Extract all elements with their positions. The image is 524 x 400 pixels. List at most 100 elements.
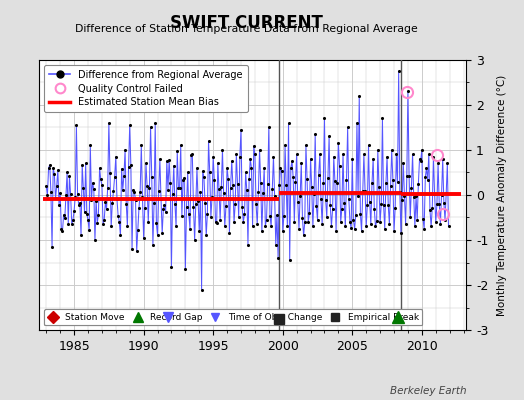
- Point: [361, 188, 369, 194]
- Point: [192, 201, 200, 208]
- Point: [225, 230, 234, 236]
- Point: [167, 264, 176, 270]
- Point: [102, 206, 111, 212]
- Point: [389, 176, 397, 183]
- Point: [221, 223, 229, 230]
- Point: [279, 228, 287, 234]
- Point: [140, 204, 149, 211]
- Text: Difference of Station Temperature Data from Regional Average: Difference of Station Temperature Data f…: [75, 24, 418, 34]
- Point: [334, 140, 343, 146]
- Point: [194, 198, 202, 204]
- Point: [156, 156, 164, 162]
- Point: [42, 183, 50, 189]
- Point: [116, 232, 125, 239]
- Point: [290, 219, 299, 225]
- Point: [78, 162, 86, 168]
- Point: [396, 189, 404, 195]
- Point: [59, 212, 68, 218]
- Point: [200, 174, 208, 180]
- Text: Berkeley Earth: Berkeley Earth: [390, 386, 466, 396]
- Point: [138, 194, 147, 201]
- Point: [386, 183, 395, 189]
- Point: [95, 165, 104, 171]
- Point: [277, 168, 286, 174]
- Point: [405, 172, 413, 179]
- Point: [236, 154, 244, 160]
- Point: [43, 192, 51, 198]
- Point: [51, 195, 60, 202]
- Point: [101, 199, 110, 206]
- Point: [199, 168, 207, 174]
- Point: [368, 180, 376, 186]
- Point: [122, 200, 130, 207]
- Point: [357, 228, 366, 234]
- Point: [397, 230, 405, 236]
- Point: [420, 226, 428, 232]
- Point: [404, 88, 412, 95]
- Point: [114, 212, 122, 219]
- Point: [345, 196, 353, 202]
- Point: [77, 232, 85, 239]
- Point: [94, 212, 103, 218]
- Point: [321, 197, 330, 203]
- Point: [416, 156, 424, 162]
- Point: [377, 201, 386, 208]
- Point: [45, 165, 53, 171]
- Point: [159, 206, 168, 212]
- Point: [411, 223, 419, 230]
- Point: [239, 219, 247, 225]
- Point: [93, 220, 102, 226]
- Point: [96, 176, 105, 183]
- Point: [88, 196, 96, 203]
- Point: [286, 257, 294, 264]
- Point: [176, 184, 184, 191]
- Point: [383, 154, 391, 160]
- Y-axis label: Monthly Temperature Anomaly Difference (°C): Monthly Temperature Anomaly Difference (…: [497, 74, 507, 316]
- Point: [133, 248, 141, 254]
- Point: [158, 230, 167, 236]
- Point: [375, 184, 383, 190]
- Point: [106, 170, 114, 176]
- Point: [50, 171, 59, 178]
- Point: [362, 223, 370, 230]
- Point: [232, 151, 241, 158]
- Point: [364, 142, 373, 149]
- Point: [58, 228, 67, 234]
- Point: [388, 147, 396, 153]
- Point: [348, 156, 356, 162]
- Point: [317, 196, 325, 203]
- Point: [73, 190, 82, 197]
- Point: [369, 156, 377, 162]
- Point: [242, 169, 250, 176]
- Point: [181, 266, 190, 272]
- Point: [97, 182, 106, 188]
- Point: [157, 196, 165, 202]
- Point: [137, 142, 146, 149]
- Point: [204, 138, 213, 144]
- Point: [206, 214, 215, 221]
- Point: [230, 219, 238, 225]
- Point: [179, 176, 187, 183]
- Point: [398, 196, 406, 203]
- Point: [233, 181, 242, 187]
- Point: [324, 174, 332, 181]
- Point: [134, 227, 142, 234]
- Point: [124, 163, 133, 170]
- Point: [285, 120, 293, 127]
- Point: [215, 186, 223, 192]
- Point: [49, 164, 58, 171]
- Point: [164, 186, 172, 193]
- Point: [367, 221, 375, 228]
- Point: [238, 204, 246, 210]
- Point: [249, 143, 258, 149]
- Point: [269, 154, 278, 160]
- Point: [135, 204, 143, 211]
- Point: [417, 158, 425, 164]
- Point: [193, 165, 201, 171]
- Point: [376, 219, 384, 225]
- Point: [267, 223, 275, 230]
- Point: [69, 217, 77, 223]
- Point: [329, 206, 337, 212]
- Point: [351, 226, 359, 232]
- Point: [385, 221, 394, 228]
